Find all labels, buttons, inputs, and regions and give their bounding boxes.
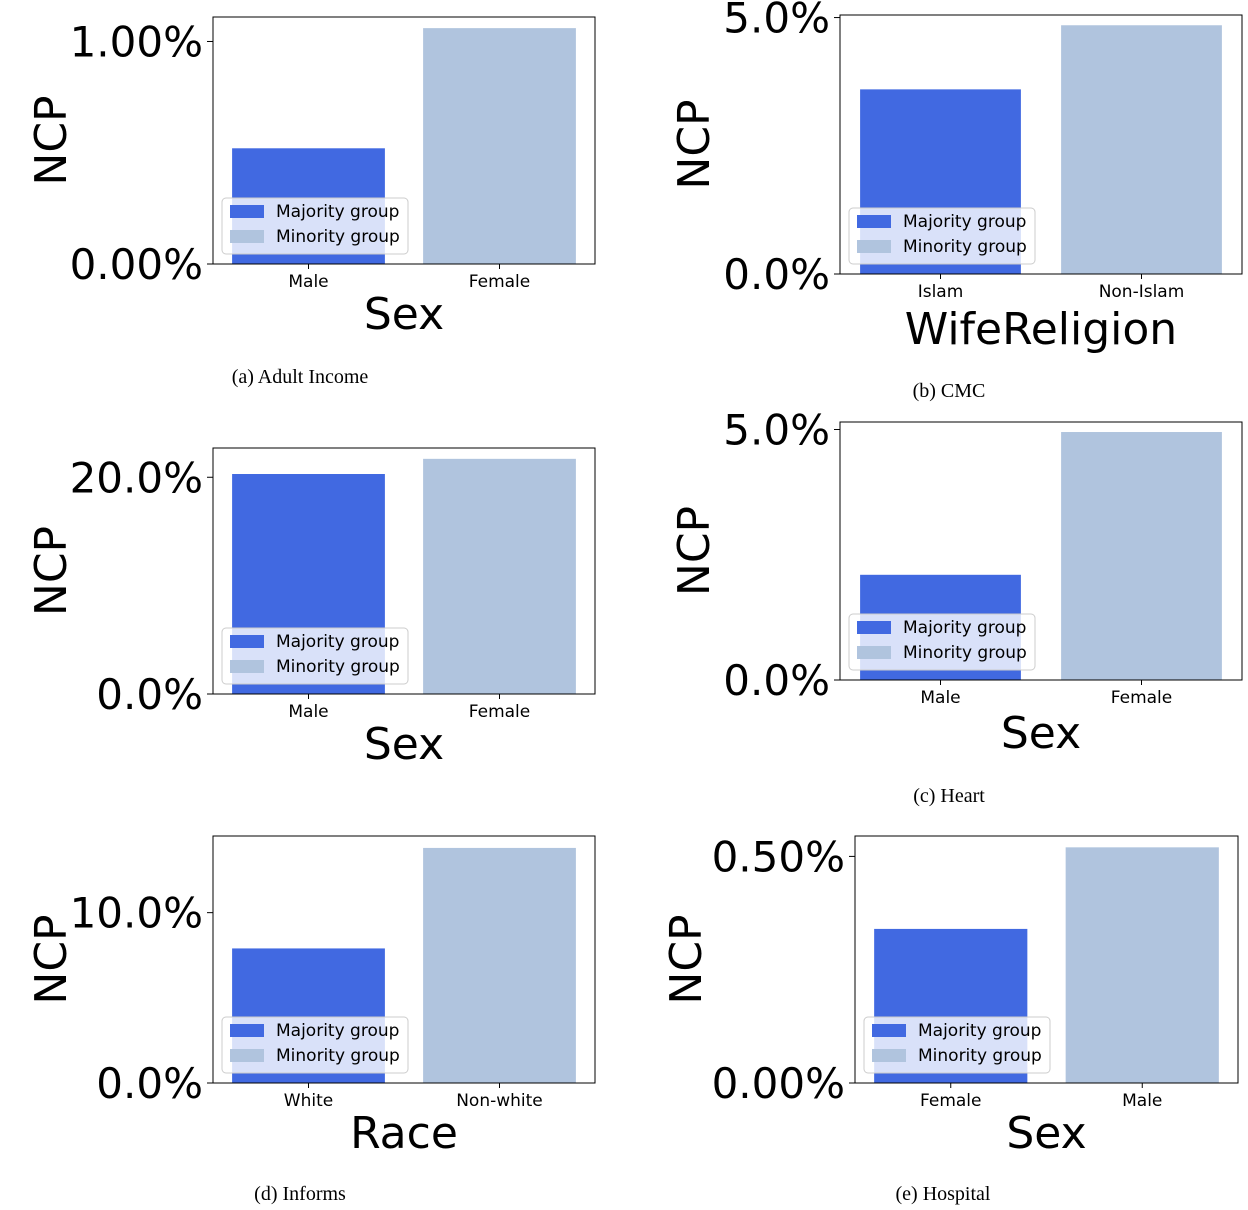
y-axis-label: NCP <box>26 914 77 1004</box>
legend-box <box>221 197 409 255</box>
x-tick-label: Female <box>469 702 530 722</box>
bar-non-white <box>423 847 576 1083</box>
chart-panel-6: Female Male 0.00% 0.50% Sex NCP Majority group… <box>661 832 1239 1205</box>
figure-caption: (c) Heart <box>913 785 985 807</box>
legend-swatch <box>857 621 891 634</box>
legend-entry: Minority group <box>918 1046 1042 1066</box>
legend-box <box>848 613 1036 671</box>
legend-swatch <box>230 230 264 243</box>
x-axis-label: Race <box>350 1108 458 1159</box>
y-axis-label: NCP <box>661 914 712 1004</box>
y-tick-label: 0.0% <box>96 670 203 719</box>
legend-entry: Majority group <box>918 1021 1041 1041</box>
plot-frame <box>854 835 1239 1084</box>
legend-entry: Minority group <box>276 1046 400 1066</box>
plot-frame <box>212 835 596 1084</box>
y-tick-label: 0.00% <box>712 1059 845 1108</box>
bar-female <box>423 28 576 264</box>
x-axis-label: WifeReligion <box>905 304 1177 355</box>
y-tick-label: 1.00% <box>70 17 203 66</box>
y-tick-label: 0.50% <box>712 832 845 881</box>
legend: Majority group Minority group <box>848 207 1036 265</box>
legend-swatch <box>872 1049 906 1062</box>
legend-entry: Majority group <box>276 632 399 652</box>
chart-panel-4: Male Female 0.0% 5.0% Sex NCP Majority group Mi… <box>669 406 1243 807</box>
y-tick-label: 10.0% <box>70 889 203 938</box>
legend-box <box>863 1016 1051 1074</box>
chart-panel-2: Islam Non-Islam 0.0% 5.0% WifeReligion NCP Maj… <box>669 0 1243 402</box>
plot-frame <box>839 421 1243 681</box>
legend-swatch <box>230 660 264 673</box>
legend-entry: Minority group <box>276 227 400 247</box>
chart-panel-5: White Non-white 0.0% 10.0% Race NCP Majority g… <box>26 835 596 1205</box>
legend-swatch <box>872 1024 906 1037</box>
legend: Majority group Minority group <box>221 1016 409 1074</box>
x-axis-label: Sex <box>1001 708 1081 759</box>
x-tick-label: Female <box>469 272 530 292</box>
x-tick-label: Male <box>1122 1091 1162 1111</box>
plot-frame <box>212 447 596 695</box>
figure-caption: (a) Adult Income <box>232 366 369 388</box>
x-tick-label: Islam <box>918 282 964 302</box>
legend-swatch <box>230 205 264 218</box>
x-axis-label: Sex <box>364 719 444 770</box>
x-tick-label: Male <box>920 688 960 708</box>
x-tick-label: Male <box>288 272 328 292</box>
figure-caption: (d) Informs <box>254 1183 346 1205</box>
legend-entry: Majority group <box>903 618 1026 638</box>
x-tick-label: White <box>284 1091 333 1111</box>
legend-swatch <box>230 1024 264 1037</box>
x-axis-label: Sex <box>364 289 444 340</box>
plot-frame <box>839 14 1243 275</box>
y-tick-label: 0.0% <box>723 250 830 299</box>
plot-frame <box>212 16 596 265</box>
legend-entry: Minority group <box>903 237 1027 257</box>
x-tick-label: Male <box>288 702 328 722</box>
y-axis-label: NCP <box>669 99 720 189</box>
legend-swatch <box>230 635 264 648</box>
figure-caption: (e) Hospital <box>896 1183 991 1205</box>
legend-entry: Majority group <box>903 212 1026 232</box>
y-tick-label: 20.0% <box>70 453 203 502</box>
legend-entry: Majority group <box>276 1021 399 1041</box>
legend-swatch <box>857 240 891 253</box>
bar-female <box>423 458 576 694</box>
bar-non-islam <box>1061 25 1222 274</box>
legend-entry: Minority group <box>903 643 1027 663</box>
legend-box <box>221 1016 409 1074</box>
legend-swatch <box>857 215 891 228</box>
legend-box <box>848 207 1036 265</box>
y-axis-label: NCP <box>26 95 77 185</box>
legend: Majority group Minority group <box>848 613 1036 671</box>
bar-male <box>1065 847 1219 1083</box>
legend: Majority group Minority group <box>221 197 409 255</box>
legend: Majority group Minority group <box>221 627 409 685</box>
y-tick-label: 0.0% <box>96 1059 203 1108</box>
y-axis-label: NCP <box>26 526 77 616</box>
legend-swatch <box>857 646 891 659</box>
legend-entry: Majority group <box>276 202 399 222</box>
legend: Majority group Minority group <box>863 1016 1051 1074</box>
chart-panel-1: Male Female 0.00% 1.00% Sex NCP Majority group… <box>26 16 596 388</box>
legend-entry: Minority group <box>276 657 400 677</box>
x-tick-label: Female <box>920 1091 981 1111</box>
legend-box <box>221 627 409 685</box>
x-axis-label: Sex <box>1006 1108 1086 1159</box>
y-tick-label: 5.0% <box>723 0 830 43</box>
x-tick-label: Non-Islam <box>1099 282 1185 302</box>
x-tick-label: Non-white <box>456 1091 543 1111</box>
y-tick-label: 0.0% <box>723 656 830 705</box>
x-tick-label: Female <box>1111 688 1172 708</box>
y-tick-label: 5.0% <box>723 406 830 455</box>
legend-swatch <box>230 1049 264 1062</box>
bar-female <box>1061 432 1222 680</box>
y-axis-label: NCP <box>669 506 720 596</box>
y-tick-label: 0.00% <box>70 240 203 289</box>
figure-caption: (b) CMC <box>913 380 986 402</box>
